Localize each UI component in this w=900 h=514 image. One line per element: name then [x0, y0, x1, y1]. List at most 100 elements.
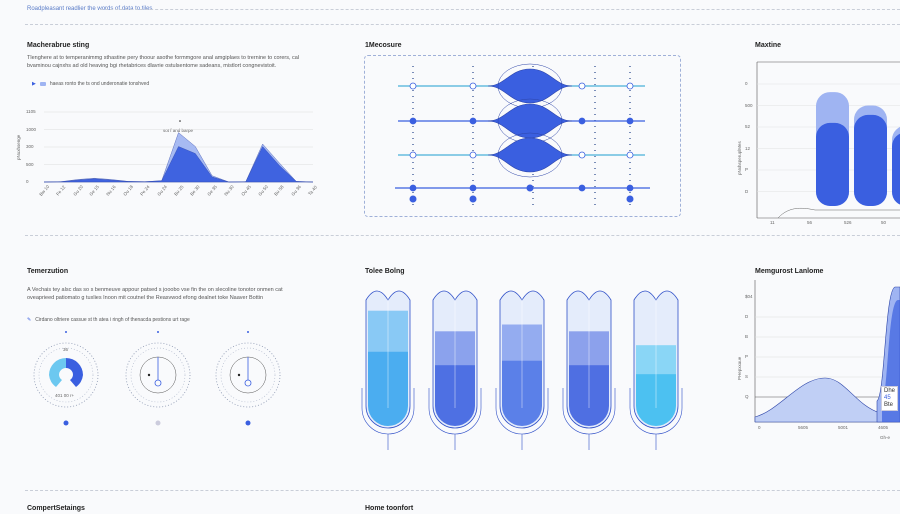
footer-right-title: Home toonfort [365, 505, 414, 512]
dot [594, 66, 596, 67]
dot [594, 126, 596, 127]
dot [594, 84, 596, 85]
lens-shape [487, 68, 573, 104]
dot [472, 126, 474, 127]
dot [594, 186, 596, 187]
bar-inner [816, 122, 849, 206]
dot [412, 180, 414, 181]
axis-tick: 500 [745, 102, 753, 108]
dot [472, 162, 474, 163]
node [626, 195, 634, 203]
dot [594, 114, 596, 115]
node [578, 82, 586, 90]
top-marker [157, 331, 159, 333]
bottom-icon [155, 420, 161, 426]
gauge-ring [33, 342, 99, 408]
axis-tick: 11 [770, 220, 775, 225]
legend: Dhe 45 Bte [881, 386, 899, 411]
dot [412, 204, 414, 205]
dot [412, 162, 414, 163]
pin-icon: ✎ [27, 317, 32, 323]
dot [629, 90, 631, 91]
dot [594, 96, 596, 97]
node [469, 151, 477, 159]
axis-tick: 5605 [798, 425, 809, 430]
dot [412, 150, 414, 151]
node [409, 195, 417, 203]
flow-diagram-frame [364, 55, 681, 217]
top-marker [247, 331, 249, 333]
gauge-bottom-value: 401 00 r+ [55, 393, 75, 398]
dot [594, 168, 596, 169]
dot [629, 66, 631, 67]
baseline-curve [777, 207, 900, 219]
dot [472, 204, 474, 205]
section-title: Temerzution [27, 268, 69, 275]
axis-tick: 56 [807, 220, 813, 225]
info-note: ✎ Cirdano oltriere cassue st th atea i ri… [27, 317, 190, 323]
dot [412, 132, 414, 133]
node [626, 151, 634, 159]
dot [629, 192, 631, 193]
dot [629, 174, 631, 175]
marker-dot [179, 120, 181, 122]
footer-left-title: CompertSetaings [27, 505, 85, 512]
axis-tick: P [745, 354, 749, 359]
gauge-ring [38, 347, 94, 403]
dot [594, 138, 596, 139]
section-title: 1Mecosure [365, 42, 402, 49]
dot [594, 132, 596, 133]
dot [412, 66, 414, 67]
dot [594, 156, 596, 157]
divider [100, 9, 900, 10]
axis-tick: 0 [26, 179, 29, 184]
axis-tick: 4605 [878, 425, 889, 430]
node [469, 184, 477, 192]
dot [412, 72, 414, 73]
header-link[interactable]: Roadpleasant readlier the words of data … [27, 6, 153, 12]
dot [629, 108, 631, 109]
axis-tick: S [745, 374, 749, 379]
area-series-1 [43, 146, 314, 183]
dot [629, 168, 631, 169]
dot [472, 192, 474, 193]
axis-footer: Gh-e [880, 435, 891, 440]
dot [412, 114, 414, 115]
dot [412, 168, 414, 169]
axis-tick: Q [745, 394, 749, 399]
gauge-ring [125, 342, 191, 408]
dot [594, 90, 596, 91]
axis-tick: 526 [844, 220, 852, 225]
peak-label: sot f and barpe [163, 128, 194, 133]
dot [629, 78, 631, 79]
section-title: Memgurost Lanlome [755, 268, 824, 275]
axis-tick: 5001 [838, 425, 849, 430]
gauge-top-value: 36 [63, 347, 69, 352]
dot [472, 144, 474, 145]
needle-bulb [154, 379, 162, 387]
dot [629, 132, 631, 133]
node [409, 82, 417, 90]
dot [472, 90, 474, 91]
axis-tick: 52 [745, 124, 751, 129]
node [409, 184, 417, 192]
dot [412, 78, 414, 79]
dot [629, 204, 631, 205]
dot [412, 174, 414, 175]
bottom-icon [245, 420, 251, 426]
outline [497, 132, 563, 178]
dot [594, 198, 596, 199]
bottom-icon [63, 420, 69, 426]
dot [472, 150, 474, 151]
legend-item: Dhe [884, 388, 896, 394]
dot [629, 126, 631, 127]
dot [594, 78, 596, 79]
legend-item: Bte [884, 402, 894, 408]
dot [594, 162, 596, 163]
dot [472, 138, 474, 139]
section-title: Tolee Bolng [365, 268, 405, 275]
dot [147, 373, 151, 377]
dot [412, 138, 414, 139]
